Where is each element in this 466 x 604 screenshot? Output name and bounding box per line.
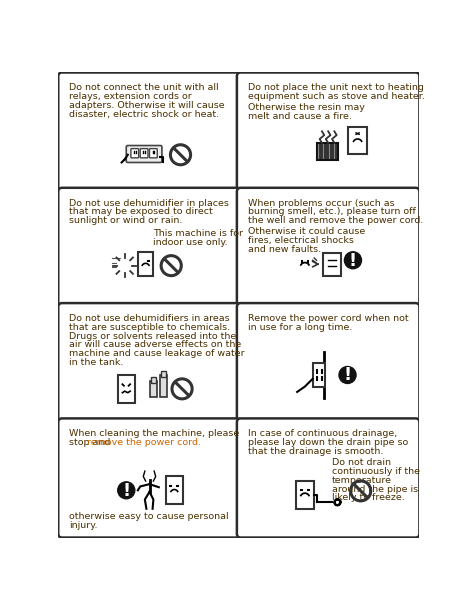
Text: In case of continuous drainage,: In case of continuous drainage, xyxy=(248,429,397,438)
Text: around the pipe is: around the pipe is xyxy=(332,484,418,493)
Text: stop and: stop and xyxy=(69,438,114,447)
Text: Do not connect the unit with all: Do not connect the unit with all xyxy=(69,83,219,92)
Text: Do not place the unit next to heating: Do not place the unit next to heating xyxy=(248,83,424,92)
Text: Drugs or solvents released into the: Drugs or solvents released into the xyxy=(69,332,236,341)
FancyBboxPatch shape xyxy=(58,72,241,191)
Text: that the drainage is smooth.: that the drainage is smooth. xyxy=(248,447,383,456)
Text: sunlight or wind or rain.: sunlight or wind or rain. xyxy=(69,216,183,225)
Text: Otherwise the resin may: Otherwise the resin may xyxy=(248,103,364,112)
Bar xyxy=(166,477,183,504)
Bar xyxy=(323,252,341,275)
Text: indoor use only.: indoor use only. xyxy=(153,238,227,247)
Circle shape xyxy=(295,254,315,274)
Circle shape xyxy=(118,259,132,272)
Text: !: ! xyxy=(343,367,351,384)
Bar xyxy=(295,481,314,509)
Text: continuously if the: continuously if the xyxy=(332,467,420,476)
Text: likely to freeze.: likely to freeze. xyxy=(332,493,404,503)
Text: and new faults.: and new faults. xyxy=(248,245,321,254)
Circle shape xyxy=(118,482,135,499)
Text: that are susceptible to chemicals.: that are susceptible to chemicals. xyxy=(69,323,230,332)
Bar xyxy=(159,375,167,397)
FancyBboxPatch shape xyxy=(150,149,157,158)
Bar xyxy=(161,371,166,376)
Text: otherwise easy to cause personal: otherwise easy to cause personal xyxy=(69,512,229,521)
FancyBboxPatch shape xyxy=(58,188,241,307)
FancyBboxPatch shape xyxy=(140,149,148,158)
Text: Do not drain: Do not drain xyxy=(332,458,391,467)
Text: that may be exposed to direct: that may be exposed to direct xyxy=(69,207,213,216)
FancyBboxPatch shape xyxy=(237,188,419,307)
Text: disaster, electric shock or heat.: disaster, electric shock or heat. xyxy=(69,110,219,119)
Text: please lay down the drain pipe so: please lay down the drain pipe so xyxy=(248,438,408,447)
Text: This machine is for: This machine is for xyxy=(153,229,243,238)
Text: air will cause adverse effects on the: air will cause adverse effects on the xyxy=(69,341,241,350)
Text: melt and cause a fire.: melt and cause a fire. xyxy=(248,112,352,121)
Text: injury.: injury. xyxy=(69,521,97,530)
Text: fires, electrical shocks: fires, electrical shocks xyxy=(248,236,354,245)
Bar xyxy=(138,252,153,277)
Text: When cleaning the machine, please: When cleaning the machine, please xyxy=(69,429,240,438)
FancyBboxPatch shape xyxy=(237,419,419,538)
Circle shape xyxy=(144,469,155,480)
Text: the well and remove the power cord.: the well and remove the power cord. xyxy=(248,216,423,225)
Bar xyxy=(151,378,156,383)
Bar xyxy=(316,143,338,160)
FancyBboxPatch shape xyxy=(237,303,419,422)
Text: in use for a long time.: in use for a long time. xyxy=(248,323,352,332)
Text: burning smell, etc.), please turn off: burning smell, etc.), please turn off xyxy=(248,207,416,216)
FancyBboxPatch shape xyxy=(237,72,419,191)
FancyBboxPatch shape xyxy=(58,419,241,538)
Bar xyxy=(118,375,135,403)
Text: !: ! xyxy=(349,252,357,269)
Text: in the tank.: in the tank. xyxy=(69,358,123,367)
Text: Remove the power cord when not: Remove the power cord when not xyxy=(248,314,408,323)
Text: When problems occur (such as: When problems occur (such as xyxy=(248,199,394,208)
FancyBboxPatch shape xyxy=(131,149,139,158)
Bar xyxy=(313,362,325,387)
FancyBboxPatch shape xyxy=(126,146,162,162)
Text: temperature: temperature xyxy=(332,476,391,485)
Text: !: ! xyxy=(122,481,130,500)
Text: remove the power cord.: remove the power cord. xyxy=(87,438,201,447)
Text: relays, extension cords or: relays, extension cords or xyxy=(69,92,192,101)
Text: Do not use dehumidifiers in areas: Do not use dehumidifiers in areas xyxy=(69,314,230,323)
Text: machine and cause leakage of water: machine and cause leakage of water xyxy=(69,349,245,358)
Circle shape xyxy=(344,252,362,269)
Text: adapters. Otherwise it will cause: adapters. Otherwise it will cause xyxy=(69,101,225,110)
Bar xyxy=(348,127,367,155)
Bar xyxy=(150,381,157,397)
Text: Do not use dehumidifier in places: Do not use dehumidifier in places xyxy=(69,199,229,208)
Text: Otherwise it could cause: Otherwise it could cause xyxy=(248,228,365,236)
Circle shape xyxy=(339,367,356,384)
FancyBboxPatch shape xyxy=(58,303,241,422)
Text: equipment such as stove and heater.: equipment such as stove and heater. xyxy=(248,92,425,101)
